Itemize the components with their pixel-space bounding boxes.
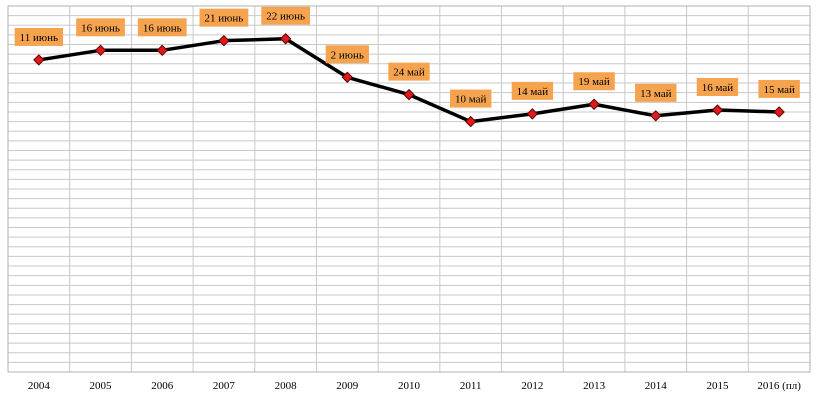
x-tick-label: 2016 (пл) (757, 380, 801, 392)
data-label: 15 май (758, 79, 800, 98)
data-point-marker (341, 71, 354, 83)
data-label-box (635, 83, 677, 102)
x-tick-label: 2011 (460, 380, 482, 392)
data-label: 21 июнь (199, 8, 249, 27)
data-label-box (511, 81, 554, 100)
data-label-text: 16 июнь (81, 22, 120, 34)
x-tick-label: 2006 (151, 380, 174, 392)
data-point-marker (526, 108, 539, 120)
data-label-text: 19 май (578, 76, 610, 88)
data-label-box (261, 6, 310, 25)
data-label-box (696, 78, 739, 97)
data-label-text: 16 май (702, 82, 734, 94)
data-label-text: 24 май (393, 67, 425, 79)
gridlines (7, 5, 811, 373)
data-labels: 11 июнь 16 июнь 16 июнь 21 июнь 22 июнь 2 июн… (14, 6, 800, 108)
x-tick-label: 2010 (398, 380, 421, 392)
data-label-text: 14 май (517, 86, 549, 98)
data-label: 24 май (388, 62, 430, 81)
x-tick-label: 2014 (645, 380, 668, 392)
x-tick-label: 2005 (90, 380, 113, 392)
x-tick-label: 2015 (706, 380, 729, 392)
data-label-box (449, 89, 492, 108)
data-label: 16 май (696, 78, 739, 97)
data-label: 16 июнь (76, 18, 125, 37)
data-point-marker (94, 44, 107, 57)
data-label: 10 май (449, 89, 492, 108)
data-label: 13 май (635, 83, 677, 102)
x-tick-label: 2009 (336, 380, 359, 392)
data-label-box (76, 18, 125, 37)
data-label: 14 май (511, 81, 554, 100)
data-point-marker (33, 54, 45, 66)
data-label-text: 22 июнь (266, 11, 305, 23)
data-label-box (14, 27, 64, 46)
x-axis-ticks: 2004 2005 2006 2007 2008 2009 2010 2011 2012 2013… (28, 380, 801, 392)
data-label-box (325, 45, 369, 64)
data-label-box (573, 72, 615, 91)
data-point-marker (279, 33, 292, 45)
data-label-text: 15 май (763, 84, 795, 96)
data-point-marker (588, 98, 600, 110)
x-tick-label: 2007 (213, 380, 236, 392)
data-point-marker (403, 88, 415, 101)
data-markers (33, 33, 785, 128)
data-point-marker (650, 110, 662, 122)
plot-frame (7, 5, 811, 373)
data-label: 16 июнь (137, 18, 187, 37)
data-label-box (758, 79, 800, 98)
data-label-text: 10 май (455, 94, 487, 106)
x-tick-label: 2008 (275, 380, 298, 392)
data-label-box (199, 8, 249, 27)
data-point-marker (464, 115, 477, 128)
data-label-text: 2 июнь (331, 49, 364, 61)
data-label-text: 13 май (640, 88, 672, 100)
data-label-text: 11 июнь (20, 32, 58, 44)
data-label-box (388, 62, 430, 81)
x-tick-label: 2012 (521, 380, 543, 392)
data-label: 19 май (573, 72, 615, 91)
data-label: 11 июнь (14, 27, 64, 46)
x-tick-label: 2004 (28, 380, 51, 392)
data-label-text: 16 июнь (143, 22, 182, 34)
data-label-text: 21 июнь (205, 13, 244, 25)
x-tick-label: 2013 (583, 380, 606, 392)
data-point-marker (156, 44, 168, 57)
data-point-marker (218, 34, 230, 47)
data-label-box (137, 18, 187, 37)
data-point-marker (711, 104, 724, 116)
data-label: 22 июнь (261, 6, 310, 25)
data-label: 2 июнь (325, 45, 369, 64)
data-point-marker (773, 106, 785, 118)
